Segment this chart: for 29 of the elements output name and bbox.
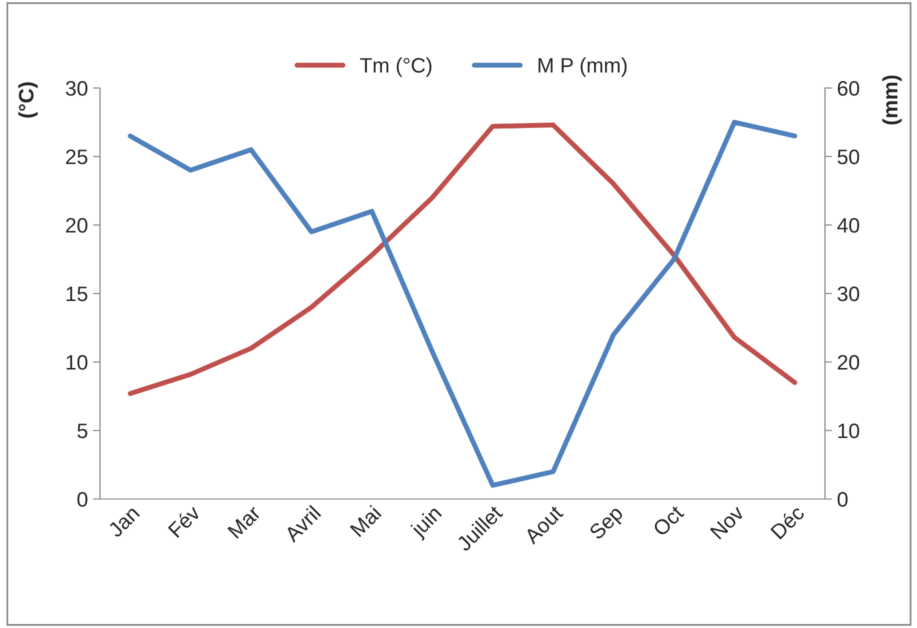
legend-label: Tm (°C) xyxy=(360,57,432,77)
x-tick-label: Mar xyxy=(227,504,262,539)
y-axis-title: (°C) xyxy=(18,82,38,118)
y-tick-label: 15 xyxy=(66,286,88,302)
y2-tick-label: 40 xyxy=(837,218,860,233)
y-tick-label: 5 xyxy=(77,424,88,438)
x-tick-label: Sep xyxy=(588,504,627,544)
y2-axis-title: (mm) xyxy=(882,76,902,124)
y-tick-label: 20 xyxy=(66,218,88,233)
legend-label: M P (mm) xyxy=(538,57,627,77)
y2-tick-label: 30 xyxy=(838,286,860,302)
x-tick-label: Déc xyxy=(770,504,806,540)
y2-tick-label: 20 xyxy=(838,355,860,370)
x-tick-label: Mai xyxy=(349,504,382,538)
y2-tick-label: 0 xyxy=(838,492,848,507)
y-tick-label: 25 xyxy=(66,150,88,164)
y2-tick-label: 10 xyxy=(838,424,860,438)
y2-tick-label: 60 xyxy=(838,81,860,96)
line-series xyxy=(128,122,798,396)
y2-tick-label: 50 xyxy=(838,150,860,164)
y-tick-label: 30 xyxy=(66,81,88,96)
y-tick-label: 10 xyxy=(66,355,88,370)
x-tick-label: juin xyxy=(409,504,446,541)
y-tick-label: 0 xyxy=(77,492,88,507)
x-tick-label: Nov xyxy=(710,504,746,540)
line-series xyxy=(128,120,798,488)
x-tick-label: Jan xyxy=(107,505,140,538)
x-tick-label: Oct xyxy=(652,504,685,537)
x-tick-label: Fév xyxy=(167,504,202,538)
